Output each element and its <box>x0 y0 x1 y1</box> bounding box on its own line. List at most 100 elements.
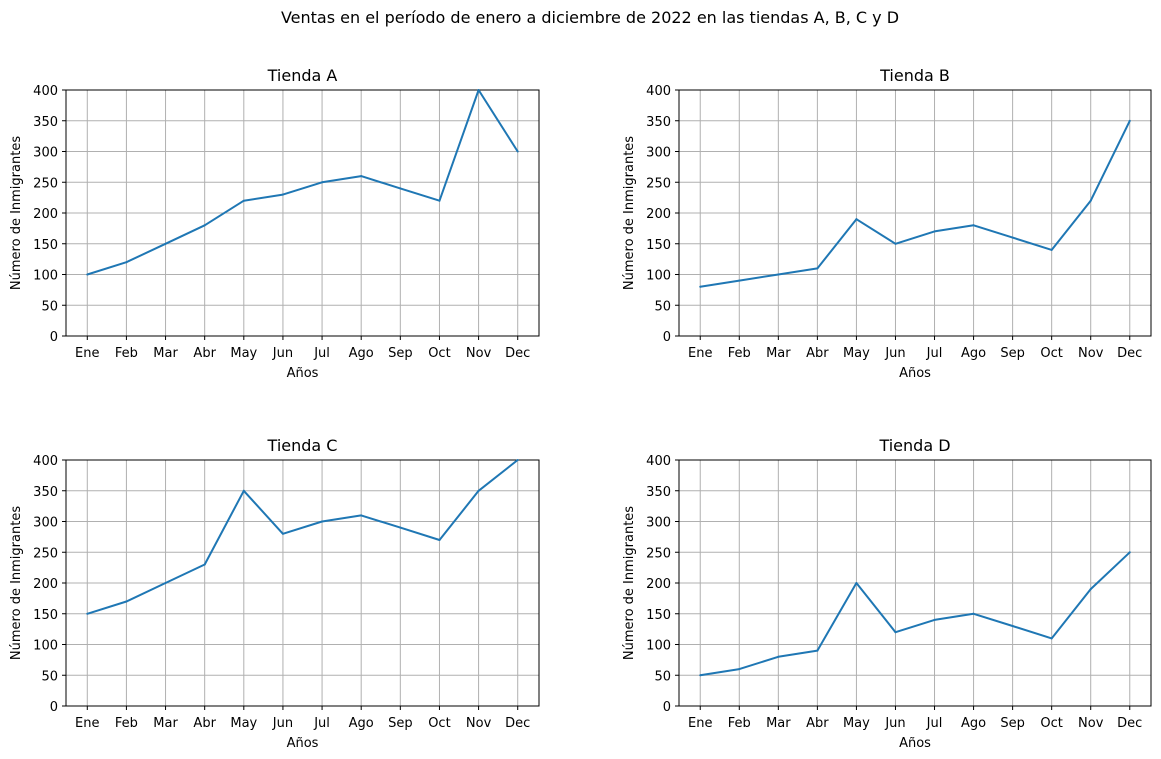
data-point <box>1050 248 1053 251</box>
x-tick-label: Sep <box>388 346 413 361</box>
x-tick-label: Mar <box>153 716 178 731</box>
data-point <box>438 199 441 202</box>
x-tick-label: Jul <box>926 716 943 731</box>
x-tick-label: Sep <box>1000 716 1025 731</box>
x-tick-label: Jun <box>272 346 293 361</box>
y-tick-label: 100 <box>646 269 671 284</box>
data-point <box>1011 625 1014 628</box>
y-axis-label: Número de Inmigrantes <box>9 136 24 290</box>
x-tick-label: Oct <box>428 346 450 361</box>
data-point <box>1011 236 1014 239</box>
y-axis-label: Número de Inmigrantes <box>622 506 637 660</box>
y-tick-label: 100 <box>646 639 671 654</box>
x-tick-label: Oct <box>428 716 450 731</box>
data-point <box>516 150 519 153</box>
y-tick-label: 100 <box>33 269 58 284</box>
data-point <box>738 668 741 671</box>
x-tick-label: Dec <box>505 716 530 731</box>
y-tick-label: 250 <box>33 176 58 191</box>
x-axis-label: Años <box>287 366 319 381</box>
x-tick-label: Sep <box>1000 346 1025 361</box>
subplot-title: Tienda B <box>879 66 950 85</box>
y-tick-label: 200 <box>646 207 671 222</box>
data-point <box>1089 588 1092 591</box>
y-tick-label: 100 <box>33 639 58 654</box>
series-line <box>86 459 519 615</box>
x-tick-label: May <box>843 716 870 731</box>
data-point <box>438 538 441 541</box>
x-tick-label: Ene <box>75 716 99 731</box>
data-point <box>477 89 480 91</box>
y-tick-label: 0 <box>50 330 58 345</box>
y-tick-label: 300 <box>646 516 671 531</box>
figure-title: Ventas en el período de enero a diciembr… <box>281 8 899 27</box>
x-tick-label: Nov <box>466 716 492 731</box>
y-tick-label: 350 <box>33 115 58 130</box>
y-tick-label: 400 <box>33 84 58 99</box>
x-tick-label: Mar <box>766 716 791 731</box>
x-tick-label: Ene <box>688 346 712 361</box>
data-point <box>933 618 936 621</box>
y-tick-label: 300 <box>33 516 58 531</box>
y-tick-label: 50 <box>654 669 671 684</box>
y-tick-label: 250 <box>33 546 58 561</box>
data-point <box>125 261 128 264</box>
data-point <box>86 612 89 615</box>
data-point <box>699 674 702 677</box>
y-tick-label: 0 <box>663 700 671 715</box>
y-tick-label: 350 <box>646 485 671 500</box>
y-tick-label: 400 <box>33 454 58 469</box>
subplot-title: Tienda C <box>267 436 338 455</box>
x-tick-label: Jun <box>884 716 905 731</box>
x-tick-label: Jun <box>272 716 293 731</box>
x-tick-label: Ago <box>961 346 986 361</box>
y-tick-label: 50 <box>41 669 58 684</box>
y-tick-label: 150 <box>646 608 671 623</box>
x-tick-label: Abr <box>193 716 216 731</box>
data-point <box>164 582 167 584</box>
x-tick-label: Jun <box>884 346 905 361</box>
data-point <box>777 655 780 658</box>
y-tick-label: 250 <box>646 546 671 561</box>
x-axis-label: Años <box>287 736 319 751</box>
x-tick-label: Oct <box>1040 346 1062 361</box>
x-tick-label: May <box>230 346 257 361</box>
x-axis-label: Años <box>899 366 931 381</box>
data-point <box>399 187 402 190</box>
data-point <box>164 242 167 245</box>
x-tick-label: Dec <box>505 346 530 361</box>
y-tick-label: 400 <box>646 84 671 99</box>
y-tick-label: 150 <box>646 238 671 253</box>
x-tick-label: Abr <box>806 716 829 731</box>
y-tick-label: 200 <box>646 577 671 592</box>
data-point <box>1128 551 1131 554</box>
y-tick-label: 400 <box>646 454 671 469</box>
data-point <box>1128 119 1131 122</box>
x-tick-label: Feb <box>728 716 751 731</box>
y-tick-label: 300 <box>646 146 671 161</box>
data-point <box>738 279 741 282</box>
x-tick-label: Nov <box>1078 716 1104 731</box>
series-line <box>700 120 1131 288</box>
x-tick-label: Ene <box>75 346 99 361</box>
data-point <box>203 224 206 227</box>
x-tick-label: May <box>843 346 870 361</box>
data-point <box>360 514 363 517</box>
y-tick-label: 200 <box>33 207 58 222</box>
data-point <box>816 267 819 270</box>
subplot-b: Ene Feb Mar Abr May Jun Jul Ago Sep Oct Nov Dec 0 50 1… <box>622 66 1152 381</box>
x-axis-label: Años <box>899 736 931 751</box>
x-tick-label: Sep <box>388 716 413 731</box>
data-point <box>281 193 284 196</box>
x-tick-label: Feb <box>728 346 751 361</box>
subplot-d: Ene Feb Mar Abr May Jun Jul Ago Sep Oct Nov Dec 0 50 1… <box>622 436 1152 751</box>
y-tick-label: 250 <box>646 176 671 191</box>
data-point <box>203 563 206 566</box>
data-point <box>777 273 780 276</box>
x-tick-label: Jul <box>313 716 330 731</box>
y-tick-label: 200 <box>33 577 58 592</box>
data-point <box>281 532 284 535</box>
y-axis-label: Número de Inmigrantes <box>9 506 24 660</box>
y-tick-label: 0 <box>663 330 671 345</box>
x-tick-label: Jul <box>926 346 943 361</box>
